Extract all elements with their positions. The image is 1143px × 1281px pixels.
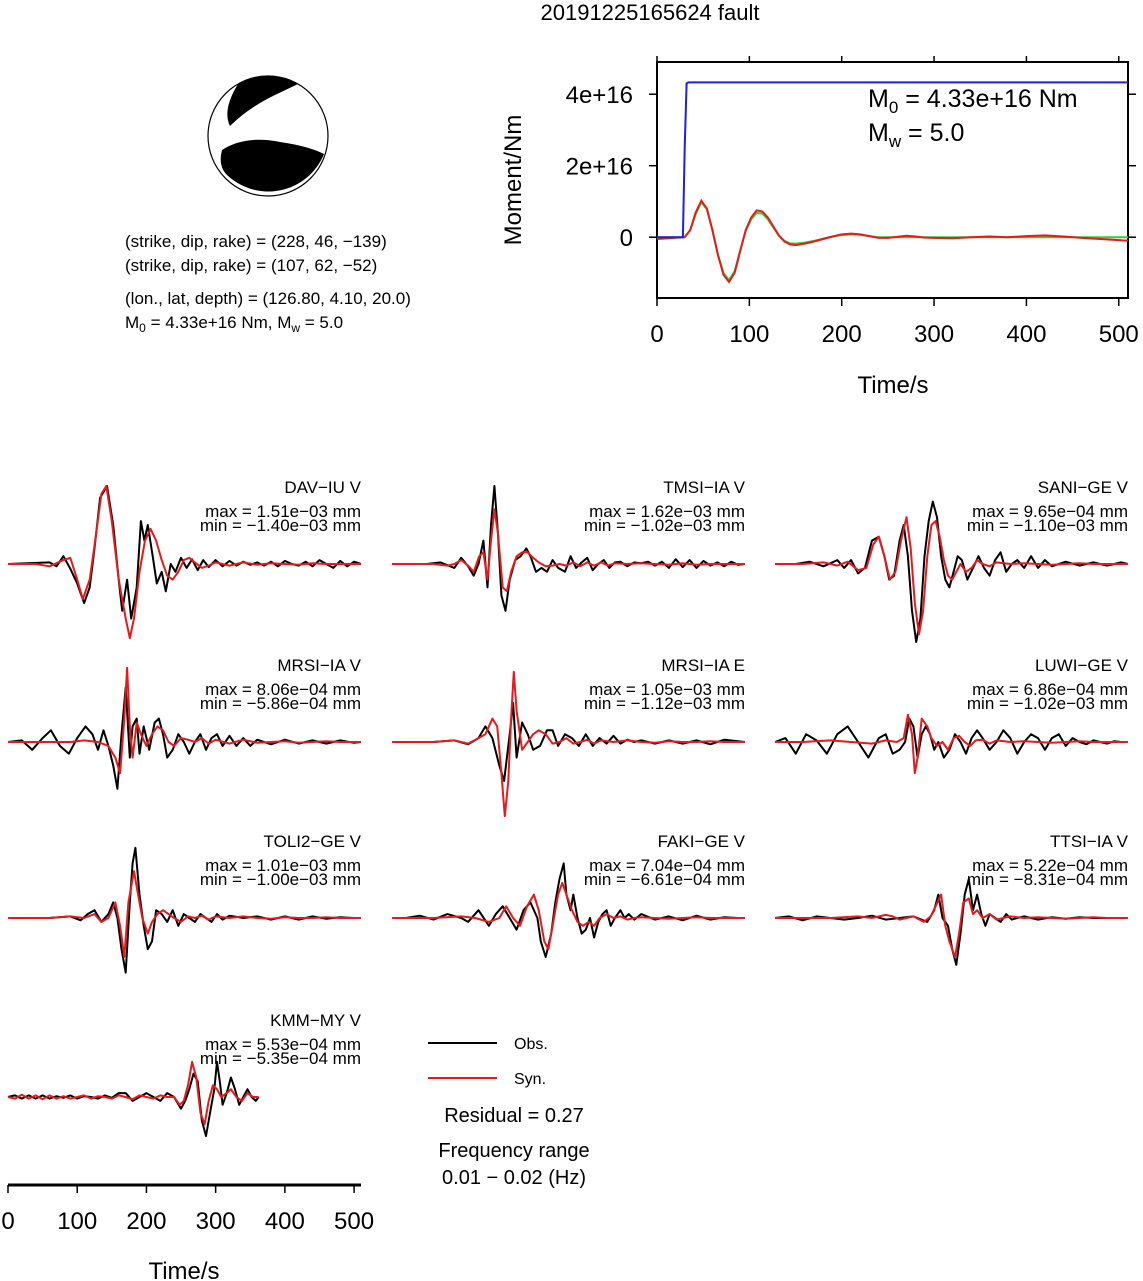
station-label: LUWI−GE V — [1035, 656, 1129, 675]
station-label: TOLI2−GE V — [264, 832, 362, 851]
waveform-xtick-label: 0 — [1, 1208, 14, 1235]
station-min: min = −1.02e−03 mm — [584, 516, 745, 535]
waveform-time-axis: Time/s 0 100 200 300 400 500 — [1, 1183, 374, 1281]
moment-plot-frame — [656, 61, 1129, 299]
nodal-plane-2: (strike, dip, rake) = (107, 62, −52) — [125, 256, 377, 275]
station-max: max = 8.06e−04 mm — [205, 680, 361, 699]
beachball-compressional-lower — [220, 139, 324, 192]
moment-xlabel: Time/s — [857, 372, 928, 399]
moment-series-line-1 — [656, 198, 1129, 284]
waveform-xtick-label: 300 — [196, 1208, 236, 1235]
synthetic-trace — [7, 1060, 259, 1126]
station-max: max = 9.65e−04 mm — [972, 502, 1128, 521]
station-min: min = −6.61e−04 mm — [584, 870, 745, 889]
legend-observed-label: Obs. — [514, 1036, 548, 1053]
waveform-xtick-label: 500 — [334, 1208, 374, 1235]
station-label: TMSI−IA V — [663, 478, 745, 497]
station-label: TTSI−IA V — [1050, 832, 1129, 851]
moment-xtick-label: 100 — [729, 321, 769, 348]
frequency-range: 0.01 − 0.02 (Hz) — [442, 1167, 586, 1189]
moment-ylabel: Moment/Nm — [500, 115, 527, 246]
station-max: max = 1.51e−03 mm — [205, 502, 361, 521]
station-min: min = −1.00e−03 mm — [200, 870, 361, 889]
moment-xtick-label: 200 — [822, 321, 862, 348]
moment-mw-annotation: Mw = 5.0 — [868, 119, 964, 151]
moment-ytick-label: 2e+16 — [566, 154, 633, 181]
frequency-title: Frequency range — [438, 1140, 589, 1162]
legend-synthetic-label: Syn. — [514, 1071, 546, 1088]
nodal-plane-1: (strike, dip, rake) = (228, 46, −139) — [125, 232, 387, 251]
station-label: DAV−IU V — [284, 478, 361, 497]
station-min: min = −1.40e−03 mm — [200, 516, 361, 535]
moment-xtick-label: 400 — [1006, 321, 1046, 348]
figure-title: 20191225165624 fault — [541, 0, 760, 25]
synthetic-trace — [392, 881, 745, 951]
station-label: FAKI−GE V — [658, 832, 746, 851]
synthetic-trace — [392, 508, 745, 593]
synthetic-trace — [8, 870, 361, 958]
residual-text: Residual = 0.27 — [444, 1105, 584, 1127]
synthetic-trace — [775, 893, 1128, 958]
synthetic-trace — [8, 485, 361, 640]
moment-ytick-label: 0 — [620, 225, 633, 252]
station-min: min = −5.35e−04 mm — [200, 1049, 361, 1068]
station-max: max = 1.05e−03 mm — [589, 680, 745, 699]
waveform-legend: Obs. Syn. Residual = 0.27 Frequency rang… — [428, 1036, 590, 1189]
station-max: max = 7.04e−04 mm — [589, 856, 745, 875]
station-max: max = 6.86e−04 mm — [972, 680, 1128, 699]
station-label: SANI−GE V — [1038, 478, 1129, 497]
moment-ytick-label: 4e+16 — [566, 82, 633, 109]
synthetic-trace — [775, 713, 1128, 775]
moment-xtick-label: 300 — [914, 321, 954, 348]
moment-axes: 0 100 200 300 400 500 0 2e+16 4e+16 — [566, 56, 1139, 348]
waveform-xtick-label: 200 — [126, 1208, 166, 1235]
station-max: max = 5.53e−04 mm — [205, 1035, 361, 1054]
beachball — [207, 75, 329, 197]
station-min: min = −8.31e−04 mm — [967, 870, 1128, 889]
moment-chart: 0 100 200 300 400 500 0 2e+16 4e+16 Time/s Momen… — [500, 56, 1139, 399]
moment-series-line-0 — [657, 81, 1128, 239]
event-location: (lon., lat, depth) = (126.80, 4.10, 20.0… — [125, 289, 411, 308]
station-max: max = 1.01e−03 mm — [205, 856, 361, 875]
observed-trace — [7, 686, 362, 790]
observed-trace — [774, 878, 1128, 966]
moment-series — [656, 81, 1129, 284]
mechanism-text: (strike, dip, rake) = (228, 46, −139) (s… — [125, 232, 411, 335]
moment-m0-annotation: M0 = 4.33e+16 Nm — [868, 85, 1078, 117]
station-min: min = −1.02e−03 mm — [967, 694, 1128, 713]
waveform-xlabel: Time/s — [148, 1258, 219, 1281]
beachball-compressional-upper — [227, 75, 298, 126]
synthetic-trace — [392, 670, 745, 818]
station-max: max = 1.62e−03 mm — [589, 502, 745, 521]
station-max: max = 5.22e−04 mm — [972, 856, 1128, 875]
moment-series-line-2 — [657, 200, 1128, 282]
synthetic-trace — [775, 516, 1128, 636]
observed-trace — [392, 862, 745, 958]
station-label: KMM−MY V — [270, 1011, 362, 1030]
station-min: min = −5.86e−04 mm — [200, 694, 361, 713]
station-min: min = −1.10e−03 mm — [967, 516, 1128, 535]
event-moment: M0 = 4.33e+16 Nm, Mw = 5.0 — [125, 313, 343, 335]
moment-xtick-label: 0 — [650, 321, 663, 348]
observed-trace — [774, 717, 1128, 759]
station-label: MRSI−IA E — [661, 656, 745, 675]
moment-xtick-label: 500 — [1099, 321, 1139, 348]
station-label: MRSI−IA V — [277, 656, 361, 675]
synthetic-trace — [8, 666, 361, 775]
station-min: min = −1.12e−03 mm — [584, 694, 745, 713]
waveform-xtick-label: 400 — [265, 1208, 305, 1235]
waveform-xtick-label: 100 — [57, 1208, 97, 1235]
